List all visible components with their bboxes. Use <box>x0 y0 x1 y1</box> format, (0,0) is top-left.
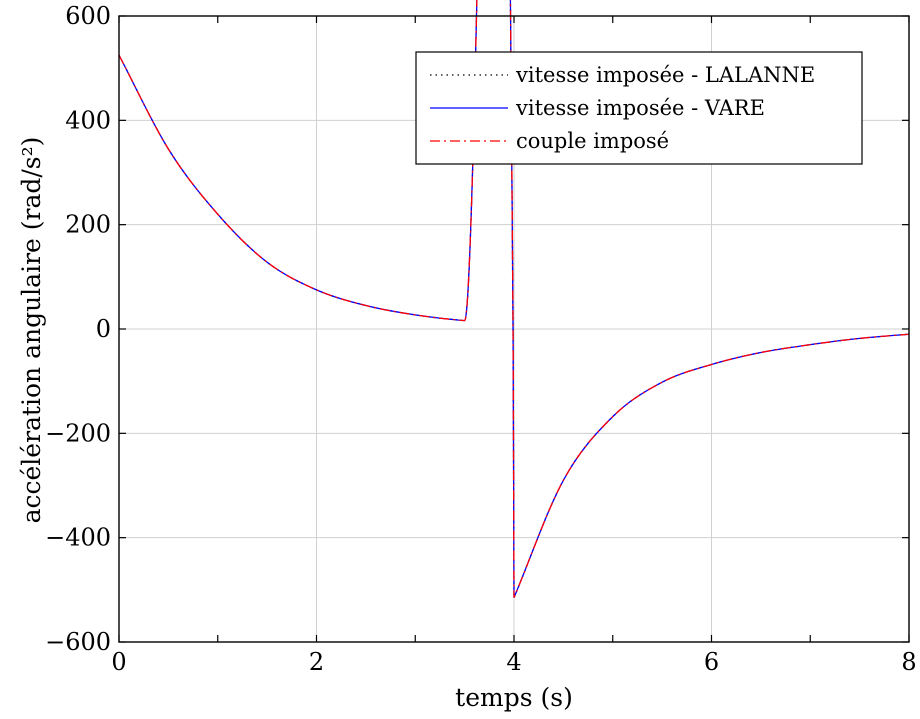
legend-label: vitesse imposée - LALANNE <box>515 63 815 87</box>
legend: vitesse imposée - LALANNE vitesse imposée… <box>415 51 863 165</box>
x-axis-title: temps (s) <box>455 683 573 712</box>
x-tick-label: 8 <box>901 648 916 676</box>
x-tick-label: 2 <box>309 648 324 676</box>
y-tick-label: 600 <box>65 2 111 30</box>
y-tick-label: 0 <box>96 315 111 343</box>
y-tick-label: 400 <box>65 106 111 134</box>
y-tick-label: 200 <box>65 211 111 239</box>
series-layer <box>118 0 910 598</box>
y-axis-title: accélération angulaire (rad/s²) <box>17 137 46 524</box>
x-tick-label: 6 <box>704 648 719 676</box>
ticks: 0 2 4 6 8 −600 −400 −200 0 200 400 600 <box>45 2 917 676</box>
y-tick-label: −600 <box>45 628 111 656</box>
y-tick-label: −400 <box>45 524 111 552</box>
legend-label: couple imposé <box>516 129 669 153</box>
series-line-2 <box>118 0 910 598</box>
y-tick-label: −200 <box>45 419 111 447</box>
x-tick-label: 0 <box>111 648 126 676</box>
legend-label: vitesse imposée - VARE <box>515 96 765 120</box>
x-tick-label: 4 <box>506 648 521 676</box>
